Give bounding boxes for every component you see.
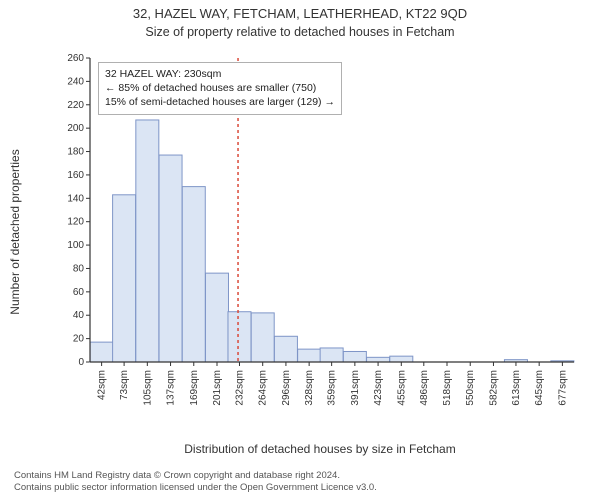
footer-attribution: Contains HM Land Registry data © Crown c… <box>14 470 377 494</box>
histogram-bar <box>90 342 113 362</box>
histogram-bar <box>113 195 136 362</box>
svg-text:169sqm: 169sqm <box>189 370 200 406</box>
annotation-line2: ← 85% of detached houses are smaller (75… <box>105 81 335 95</box>
histogram-bar <box>367 357 390 362</box>
annotation-line1: 32 HAZEL WAY: 230sqm <box>105 67 335 81</box>
histogram-bar <box>274 336 297 362</box>
footer-line1: Contains HM Land Registry data © Crown c… <box>14 470 377 482</box>
svg-text:359sqm: 359sqm <box>327 370 338 406</box>
svg-text:391sqm: 391sqm <box>350 370 361 406</box>
histogram-bar <box>251 313 274 362</box>
svg-text:201sqm: 201sqm <box>212 370 223 406</box>
svg-text:220: 220 <box>67 100 84 111</box>
svg-text:550sqm: 550sqm <box>465 370 476 406</box>
svg-text:645sqm: 645sqm <box>534 370 545 406</box>
page-subtitle: Size of property relative to detached ho… <box>0 21 600 39</box>
histogram-bar <box>390 356 413 362</box>
svg-text:518sqm: 518sqm <box>442 370 453 406</box>
svg-text:328sqm: 328sqm <box>304 370 315 406</box>
page-title: 32, HAZEL WAY, FETCHAM, LEATHERHEAD, KT2… <box>0 0 600 21</box>
svg-text:0: 0 <box>78 357 84 368</box>
svg-text:100: 100 <box>67 240 84 251</box>
annotation-line3: 15% of semi-detached houses are larger (… <box>105 95 335 109</box>
svg-text:455sqm: 455sqm <box>396 370 407 406</box>
histogram-bar <box>228 312 251 362</box>
svg-text:240: 240 <box>67 76 84 87</box>
x-axis-label: Distribution of detached houses by size … <box>60 442 580 456</box>
svg-text:677sqm: 677sqm <box>557 370 568 406</box>
svg-text:160: 160 <box>67 170 84 181</box>
histogram-bar <box>298 349 321 362</box>
svg-text:105sqm: 105sqm <box>142 370 153 406</box>
svg-text:582sqm: 582sqm <box>488 370 499 406</box>
svg-text:260: 260 <box>67 53 84 64</box>
footer-line2: Contains public sector information licen… <box>14 482 377 494</box>
histogram-bar <box>205 273 228 362</box>
svg-text:296sqm: 296sqm <box>281 370 292 406</box>
marker-annotation: 32 HAZEL WAY: 230sqm ← 85% of detached h… <box>98 62 342 115</box>
svg-text:180: 180 <box>67 147 84 158</box>
svg-text:40: 40 <box>73 310 85 321</box>
histogram-bar <box>343 351 366 362</box>
svg-text:140: 140 <box>67 193 84 204</box>
histogram-bar <box>136 120 159 362</box>
svg-text:20: 20 <box>73 334 85 345</box>
svg-text:73sqm: 73sqm <box>119 370 130 400</box>
y-axis-label: Number of detached properties <box>8 52 24 412</box>
svg-text:120: 120 <box>67 217 84 228</box>
svg-text:486sqm: 486sqm <box>419 370 430 406</box>
svg-text:200: 200 <box>67 123 84 134</box>
histogram-bar <box>159 155 182 362</box>
histogram-bar <box>182 187 205 362</box>
svg-text:80: 80 <box>73 263 85 274</box>
svg-text:264sqm: 264sqm <box>258 370 269 406</box>
svg-text:232sqm: 232sqm <box>234 370 245 406</box>
svg-text:60: 60 <box>73 287 85 298</box>
svg-text:137sqm: 137sqm <box>166 370 177 406</box>
svg-text:423sqm: 423sqm <box>373 370 384 406</box>
svg-text:613sqm: 613sqm <box>511 370 522 406</box>
svg-text:42sqm: 42sqm <box>97 370 108 400</box>
histogram-bar <box>320 348 343 362</box>
